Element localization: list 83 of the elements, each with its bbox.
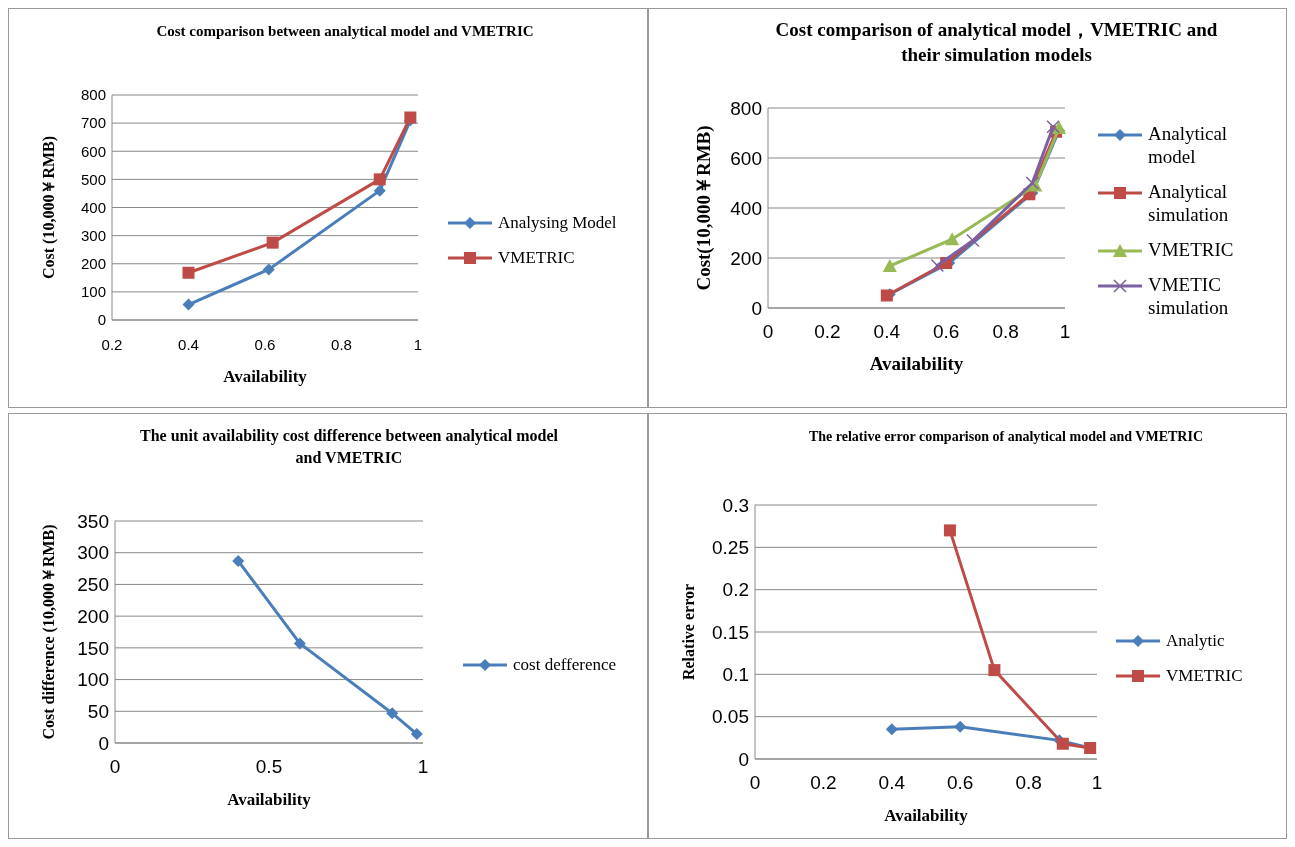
x-tick-label: 0.4 <box>178 336 199 353</box>
y-tick-label: 800 <box>730 97 762 119</box>
point <box>373 184 386 197</box>
y-tick-label: 0.3 <box>722 494 749 516</box>
y-tick-label: 300 <box>80 226 106 244</box>
y-tick-label: 200 <box>80 255 106 272</box>
y-tick-label: 600 <box>80 142 106 160</box>
legend-label: Analytical model <box>1148 123 1228 167</box>
chart-title: The unit availability cost difference between analytical model and VMETRIC <box>140 427 559 466</box>
y-tick-label: 0.05 <box>712 706 749 728</box>
y-tick-label: 0 <box>98 732 109 754</box>
y-tick-label: 250 <box>77 574 109 596</box>
y-tick-label: 350 <box>77 510 109 532</box>
y-tick-label: 400 <box>730 197 762 219</box>
x-tick-label: 0.2 <box>810 772 837 793</box>
chart-title: Cost comparison of analytical model，VMETRIC and their simulation models <box>775 19 1218 65</box>
point <box>182 298 195 311</box>
point <box>945 232 960 246</box>
point <box>988 664 1001 677</box>
y-tick-label: 400 <box>80 198 106 216</box>
y-tick-label: 0.1 <box>722 663 749 685</box>
x-tick-label: 0.5 <box>255 756 283 777</box>
point <box>232 554 245 567</box>
point <box>410 728 423 741</box>
y-axis-title: Cost difference (10,000￥RMB) <box>40 524 58 740</box>
x-tick-label: 0.2 <box>814 321 841 342</box>
chart-title: Cost comparison between analytical model and VMETRIC <box>156 23 534 39</box>
x-tick-label: 0.4 <box>878 772 906 793</box>
legend-label: Analysing Model <box>498 213 617 232</box>
point <box>954 720 967 733</box>
x-tick-label: 1 <box>417 756 429 777</box>
y-tick-label: 0 <box>751 297 762 319</box>
y-tick-label: 600 <box>730 147 762 169</box>
point <box>943 524 956 537</box>
x-tick-label: 0.8 <box>1015 772 1042 793</box>
x-tick-label: 0.6 <box>254 336 276 353</box>
y-tick-label: 100 <box>77 669 109 691</box>
y-axis-title: Cost (10,000￥RMB) <box>40 135 58 280</box>
point <box>373 173 386 186</box>
y-tick-label: 200 <box>77 605 109 627</box>
x-axis-title: Availability <box>223 367 308 386</box>
legend-label: VMETIC simulation <box>1148 274 1229 318</box>
x-axis-title: Availability <box>884 806 969 825</box>
point <box>1046 120 1060 134</box>
point <box>386 707 399 720</box>
y-tick-label: 0.2 <box>722 579 749 601</box>
y-tick-label: 800 <box>80 86 106 104</box>
y-tick-label: 700 <box>80 114 106 132</box>
y-axis-title: Cost(10,000￥RMB) <box>693 125 715 291</box>
x-tick-label: 0.6 <box>932 321 960 342</box>
point <box>293 637 306 650</box>
point <box>266 236 279 249</box>
x-tick-label: 0.8 <box>992 321 1019 342</box>
y-tick-label: 500 <box>80 170 106 188</box>
y-axis-title: Relative error <box>680 583 697 681</box>
x-tick-label: 1 <box>1091 772 1103 793</box>
y-tick-label: 300 <box>77 542 109 564</box>
x-tick-label: 0.6 <box>946 772 974 793</box>
y-tick-label: 150 <box>77 637 109 659</box>
point <box>885 723 898 736</box>
y-tick-label: 50 <box>87 700 109 722</box>
x-axis-title: Availability <box>227 790 312 809</box>
point <box>182 266 195 279</box>
legend-label: VMETRIC <box>498 248 575 267</box>
x-tick-label: 0.8 <box>331 336 352 353</box>
legend-label: cost defference <box>513 655 617 674</box>
chart-title: The relative error comparison of analytical model and VMETRIC <box>808 429 1204 444</box>
legend-label: Analytic <box>1166 631 1225 650</box>
y-tick-label: 200 <box>730 247 762 269</box>
point <box>966 233 980 248</box>
legend-label: VMETRIC <box>1148 239 1234 260</box>
legend-label: VMETRIC <box>1166 666 1243 685</box>
x-tick-label: 1 <box>413 336 423 353</box>
y-tick-label: 0.15 <box>712 621 749 643</box>
legend-label: Analytical simulation <box>1148 181 1229 225</box>
y-tick-label: 100 <box>80 283 106 301</box>
point <box>930 258 945 273</box>
x-tick-label: 1 <box>1059 321 1071 342</box>
y-tick-label: 0.25 <box>712 536 749 558</box>
x-tick-label: 0.4 <box>873 321 901 342</box>
point <box>882 259 897 272</box>
x-axis-title: Availability <box>869 353 964 374</box>
point <box>262 263 275 276</box>
